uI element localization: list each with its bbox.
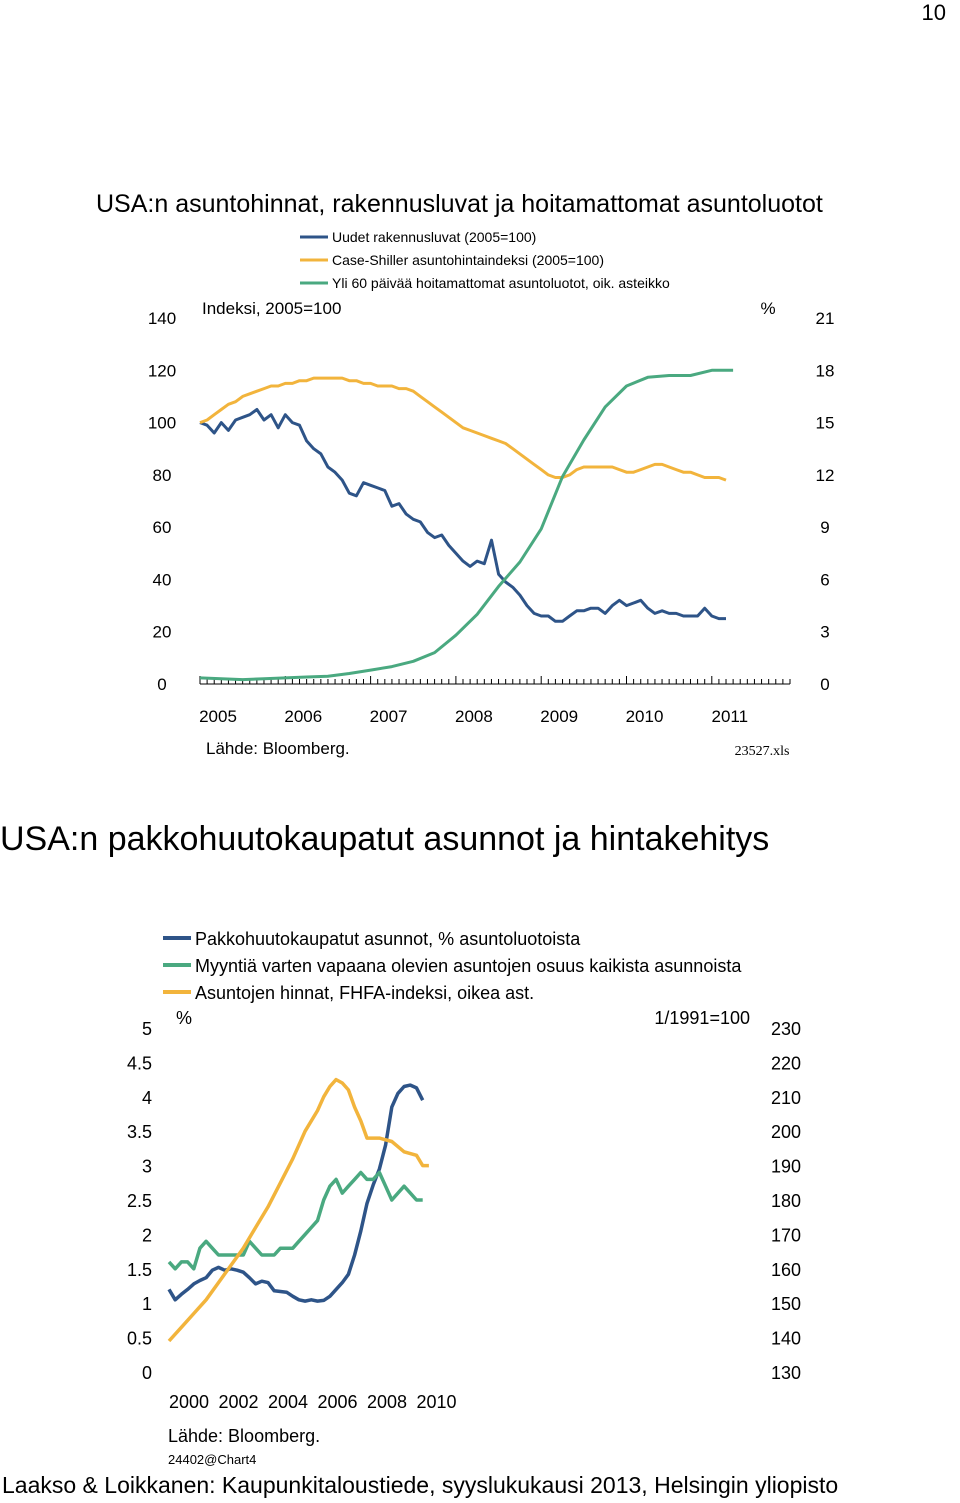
chart2-x-tick-label: 2006	[317, 1392, 357, 1412]
chart1-y-left-tick-label: 0	[157, 675, 166, 694]
chart1-file-label: 23527.xls	[735, 744, 790, 759]
chart2-y-left-tick-label: 0	[142, 1363, 152, 1383]
chart1-y-left-tick-label: 120	[148, 361, 176, 380]
chart2-y-left-tick-label: 1	[142, 1294, 152, 1314]
chart2-y-right-tick-label: 150	[771, 1294, 801, 1314]
chart2-legend-label: Pakkohuutokaupatut asunnot, % asuntoluot…	[195, 929, 581, 949]
chart2-y-left-tick-label: 5	[142, 1019, 152, 1039]
chart2-title: USA:n pakkohuutokaupatut asunnot ja hint…	[0, 820, 770, 858]
page-number: 10	[921, 0, 946, 25]
chart1-y-left-tick-label: 20	[153, 623, 172, 642]
chart2-y-left-tick-label: 3	[142, 1157, 152, 1177]
chart2-y-left-label: %	[176, 1008, 192, 1028]
chart2-series-line-2	[167, 1077, 429, 1343]
chart2-y-right-tick-label: 170	[771, 1225, 801, 1245]
chart1-y-right-tick-label: 6	[820, 570, 829, 589]
chart1-y-right-tick-label: 12	[816, 466, 835, 485]
chart2-legend-label: Myyntiä varten vapaana olevien asuntojen…	[195, 956, 742, 976]
chart1-series-line-0	[199, 408, 726, 623]
chart1-y-right-tick-label: 18	[816, 361, 835, 380]
chart1-y-left-label: Indeksi, 2005=100	[202, 299, 341, 318]
chart1-x-tick-label: 2006	[284, 707, 322, 726]
chart1-legend-label: Uudet rakennusluvat (2005=100)	[332, 229, 536, 245]
chart1-x-tick-label: 2011	[712, 707, 749, 726]
chart1-x-tick-label: 2005	[199, 707, 237, 726]
chart2-x-tick-label: 2000	[169, 1392, 209, 1412]
chart2-y-right-tick-label: 210	[771, 1088, 801, 1108]
chart1-y-left-tick-label: 60	[153, 518, 172, 537]
chart1-x-tick-label: 2009	[540, 707, 578, 726]
chart2-y-right-tick-label: 200	[771, 1122, 801, 1142]
chart1-y-right-tick-label: 15	[816, 414, 835, 433]
chart1-x-tick-label: 2008	[455, 707, 493, 726]
chart2-series-line-1	[167, 1170, 423, 1271]
chart2-y-left-tick-label: 4	[142, 1088, 152, 1108]
chart2-y-right-label: 1/1991=100	[654, 1008, 750, 1028]
chart2-x-tick-label: 2004	[268, 1392, 308, 1412]
chart1-legend-label: Case-Shiller asuntohintaindeksi (2005=10…	[332, 252, 604, 268]
chart2-y-right-tick-label: 230	[771, 1019, 801, 1039]
chart2-y-left-tick-label: 2.5	[127, 1191, 152, 1211]
chart2-x-tick-label: 2008	[367, 1392, 407, 1412]
chart1-x-tick-label: 2007	[370, 707, 408, 726]
chart1-x-tick-label: 2010	[626, 707, 664, 726]
chart1-legend-label: Yli 60 päivää hoitamattomat asuntoluotot…	[332, 275, 670, 291]
chart1-series-line-1	[199, 376, 727, 482]
chart1-y-left-tick-label: 100	[148, 414, 176, 433]
chart1-y-left-tick-label: 140	[148, 309, 176, 328]
chart2-y-right-tick-label: 140	[771, 1329, 801, 1349]
chart1-y-right-label: %	[760, 299, 775, 318]
chart2-y-left-tick-label: 2	[142, 1225, 152, 1245]
chart2-y-left-tick-label: 3.5	[127, 1122, 152, 1142]
chart1-y-left-tick-label: 80	[153, 466, 172, 485]
chart2-y-left-tick-label: 0.5	[127, 1329, 152, 1349]
chart2-y-right-tick-label: 160	[771, 1260, 801, 1280]
chart2-x-tick-label: 2010	[416, 1392, 456, 1412]
chart1-svg: 2005 2006 2007 2008 2009 2010 2011020406080100…	[148, 229, 835, 759]
chart2-x-tick-label: 2002	[218, 1392, 258, 1412]
chart1-source: Lähde: Bloomberg.	[206, 739, 350, 758]
chart2-file-label: 24402@Chart4	[168, 1452, 256, 1467]
chart2-series-line-0	[167, 1083, 425, 1303]
page-footer: Laakso & Loikkanen: Kaupunkitaloustiede,…	[2, 1472, 839, 1498]
chart2-y-left-tick-label: 1.5	[127, 1260, 152, 1280]
chart2-y-right-tick-label: 180	[771, 1191, 801, 1211]
chart2-y-right-tick-label: 190	[771, 1157, 801, 1177]
chart2-y-left-tick-label: 4.5	[127, 1053, 152, 1073]
chart1-y-right-tick-label: 3	[820, 623, 829, 642]
chart1-series-line-2	[199, 368, 734, 682]
chart2-legend-label: Asuntojen hinnat, FHFA-indeksi, oikea as…	[195, 983, 534, 1003]
chart1-y-right-tick-label: 21	[816, 309, 835, 328]
chart1-y-left-tick-label: 40	[153, 570, 172, 589]
chart1-y-right-tick-label: 9	[820, 518, 829, 537]
chart1-title: USA:n asuntohinnat, rakennusluvat ja hoi…	[96, 190, 823, 218]
chart2-y-right-tick-label: 130	[771, 1363, 801, 1383]
chart1-y-right-tick-label: 0	[820, 675, 829, 694]
chart2-y-right-tick-label: 220	[771, 1053, 801, 1073]
chart2-source: Lähde: Bloomberg.	[168, 1426, 320, 1446]
